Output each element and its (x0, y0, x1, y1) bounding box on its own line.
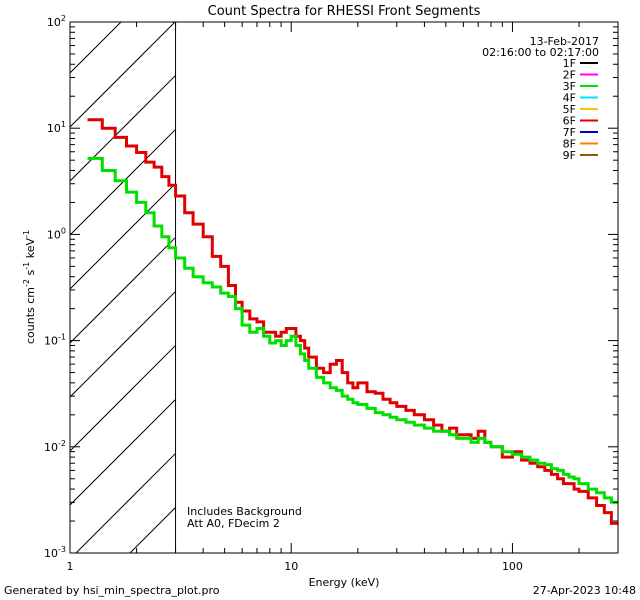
legend-label: 5F (563, 103, 576, 116)
legend-label: 1F (563, 57, 576, 70)
y-axis-label: counts cm-2 s-1 keV-1 (22, 230, 37, 344)
series-layer (87, 118, 618, 525)
hatch-line (129, 507, 176, 553)
legend-label: 4F (563, 92, 576, 105)
time-range-label: 02:16:00 to 02:17:00 (482, 46, 599, 59)
y-axis-ticks: 10-3 10-2 10-1 100 101 102 (44, 14, 618, 560)
plot-frame (69, 21, 619, 554)
legend-label: 9F (563, 149, 576, 162)
legend-label: 7F (563, 126, 576, 139)
y-tick-label: 10-1 (44, 333, 66, 348)
x-tick-label: 10 (284, 560, 298, 573)
date-label: 13-Feb-2017 (530, 35, 599, 48)
hatch-line (70, 345, 176, 452)
annotation-background: Includes Background (187, 505, 302, 518)
hatch-line (75, 453, 176, 553)
hatch-line (70, 22, 176, 128)
y-tick-label: 10-2 (44, 439, 66, 454)
legend-label: 2F (563, 69, 576, 82)
legend-label: 6F (563, 115, 576, 128)
x-axis-ticks: 1 10 100 (67, 22, 580, 573)
y-tick-label: 101 (47, 120, 66, 135)
hatched-region (70, 0, 176, 553)
y-tick-label: 102 (47, 14, 66, 29)
hatch-line (70, 291, 176, 398)
hatch-line (70, 399, 176, 506)
hatch-line (70, 75, 176, 182)
hatch-line (70, 183, 176, 290)
x-axis-label: Energy (keV) (309, 576, 380, 589)
y-tick-label: 100 (47, 226, 66, 241)
hatch-line (70, 0, 176, 19)
chart-title: Count Spectra for RHESSI Front Segments (208, 4, 481, 19)
legend-label: 8F (563, 138, 576, 151)
annotation-attenuator: Att A0, FDecim 2 (187, 517, 280, 530)
hatch-line (70, 22, 122, 74)
footer-generated-by: Generated by hsi_min_spectra_plot.pro (4, 584, 220, 597)
x-tick-label: 100 (502, 560, 523, 573)
footer-timestamp: 27-Apr-2023 10:48 (533, 584, 636, 597)
x-tick-label: 1 (67, 560, 74, 573)
legend-label: 3F (563, 80, 576, 93)
y-tick-label: 10-3 (44, 545, 66, 560)
series-3F (87, 156, 618, 504)
hatch-line (70, 237, 176, 344)
